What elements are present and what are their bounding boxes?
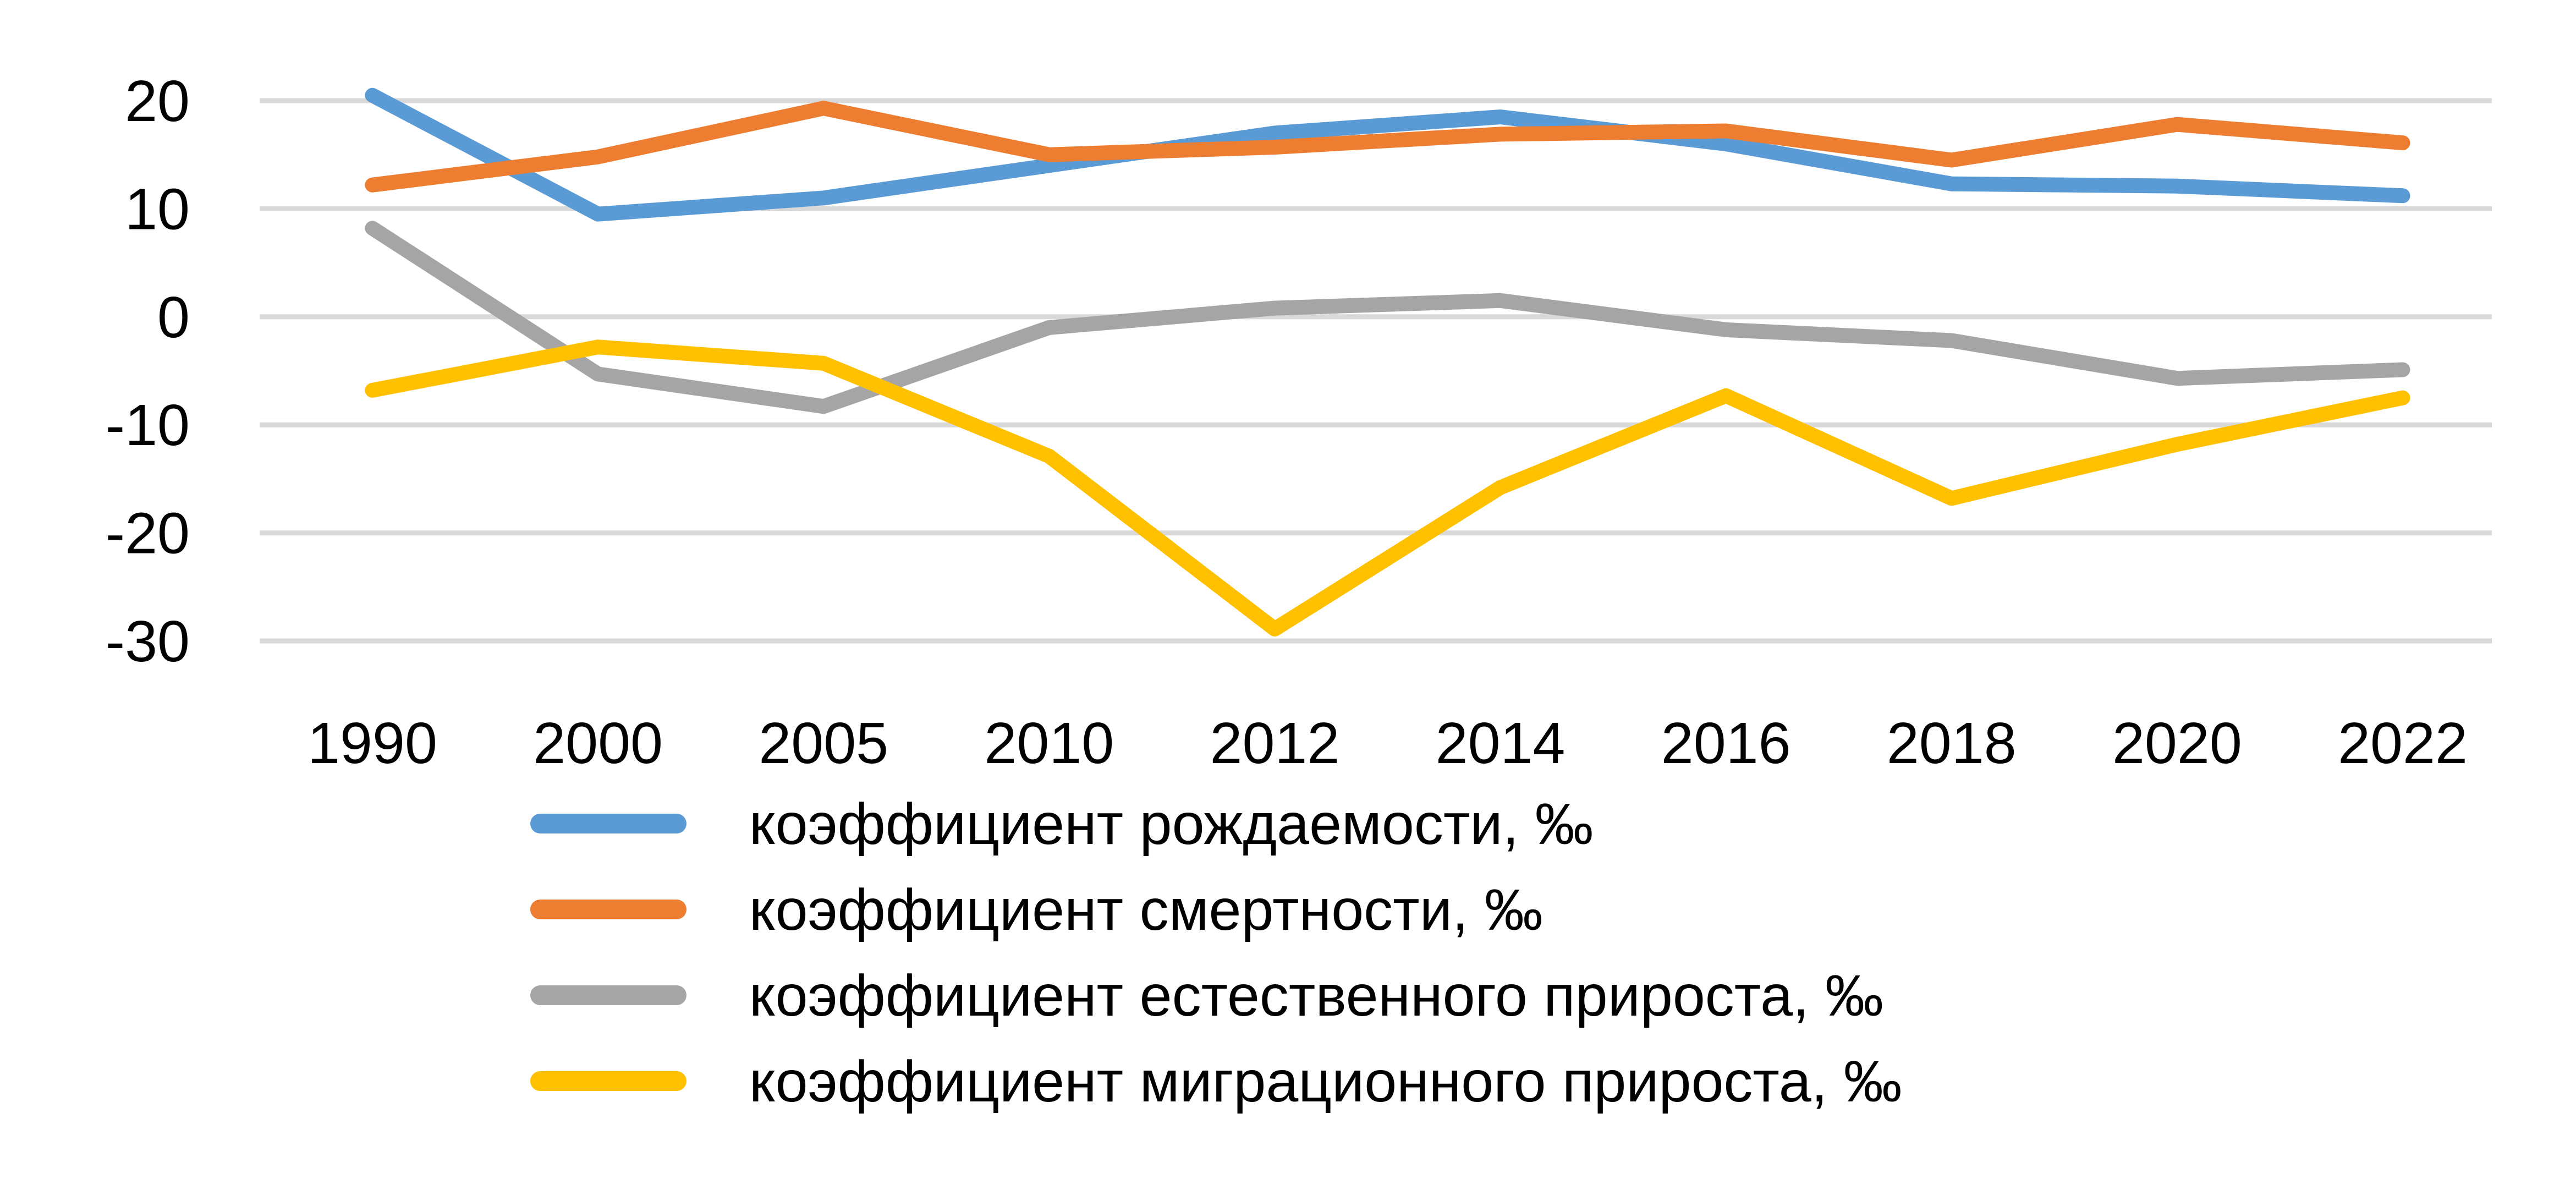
data-point [1048, 456, 1050, 457]
y-tick-label: -20 [106, 501, 190, 566]
data-point [1048, 327, 1050, 328]
x-tick-label: 2014 [1436, 711, 1566, 776]
x-tick-label: 2010 [984, 711, 1114, 776]
legend-label: коэффициент рождаемости, ‰ [749, 792, 1594, 857]
x-axis: 1990 2000 2005 2010 2012 2014 2016 2018 2020 2022 [307, 711, 2468, 776]
x-tick-label: 2020 [2112, 711, 2242, 776]
plot-area [365, 87, 2410, 637]
y-tick-label: -10 [106, 393, 190, 458]
x-tick-label: 1990 [307, 711, 437, 776]
x-tick-label: 2000 [533, 711, 663, 776]
x-tick-label: 2016 [1661, 711, 1791, 776]
series-line-2 [365, 101, 2410, 193]
x-tick-label: 2018 [1887, 711, 2017, 776]
legend-label: коэффициент естественного прироста, ‰ [749, 963, 1883, 1028]
series-line-1 [365, 87, 2410, 222]
y-tick-label: 10 [125, 177, 190, 242]
y-tick-label: 0 [157, 285, 190, 350]
data-point [1500, 487, 1501, 488]
data-point [1500, 300, 1501, 301]
series-line-4 [365, 339, 2410, 637]
data-point [823, 406, 824, 407]
y-tick-label: -30 [106, 609, 190, 674]
data-point [372, 95, 373, 96]
data-point [1048, 165, 1050, 166]
x-tick-label: 2022 [2338, 711, 2468, 776]
legend: коэффициент рождаемости, ‰ коэффициент см… [530, 792, 1902, 1114]
x-tick-label: 2005 [759, 711, 888, 776]
data-point [372, 390, 373, 391]
series-line-3 [365, 221, 2410, 414]
y-tick-label: 20 [125, 69, 190, 134]
legend-label: коэффициент миграционного прироста, ‰ [749, 1049, 1902, 1114]
data-point [1951, 160, 1952, 161]
y-axis: 20 10 0 -10 -20 -30 [106, 69, 190, 674]
x-tick-label: 2012 [1210, 711, 1340, 776]
legend-label: коэффициент смертности, ‰ [749, 878, 1543, 942]
data-point [823, 363, 824, 364]
